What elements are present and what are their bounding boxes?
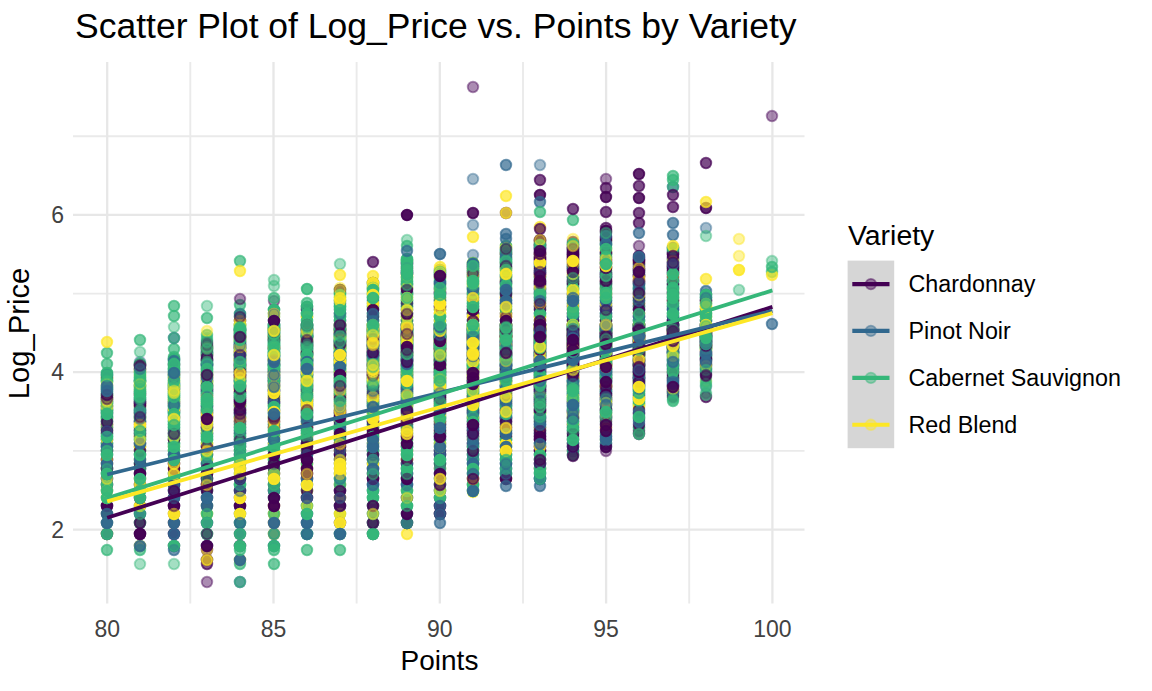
svg-text:90: 90 [427, 616, 453, 642]
svg-text:Variety: Variety [848, 219, 935, 251]
svg-text:95: 95 [593, 616, 619, 642]
svg-text:Points: Points [401, 645, 479, 676]
svg-text:Log_Price: Log_Price [3, 268, 35, 399]
svg-text:Pinot Noir: Pinot Noir [909, 318, 1012, 344]
svg-text:Red Blend: Red Blend [909, 412, 1018, 438]
svg-text:6: 6 [51, 202, 64, 228]
svg-text:2: 2 [51, 517, 64, 543]
svg-text:100: 100 [753, 616, 791, 642]
svg-text:Cabernet Sauvignon: Cabernet Sauvignon [909, 365, 1121, 391]
svg-text:4: 4 [51, 359, 64, 385]
svg-text:85: 85 [261, 616, 287, 642]
svg-text:Scatter Plot of Log_Price vs.: Scatter Plot of Log_Price vs. Points by … [75, 6, 797, 46]
svg-text:80: 80 [94, 616, 120, 642]
svg-text:Chardonnay: Chardonnay [909, 271, 1036, 297]
